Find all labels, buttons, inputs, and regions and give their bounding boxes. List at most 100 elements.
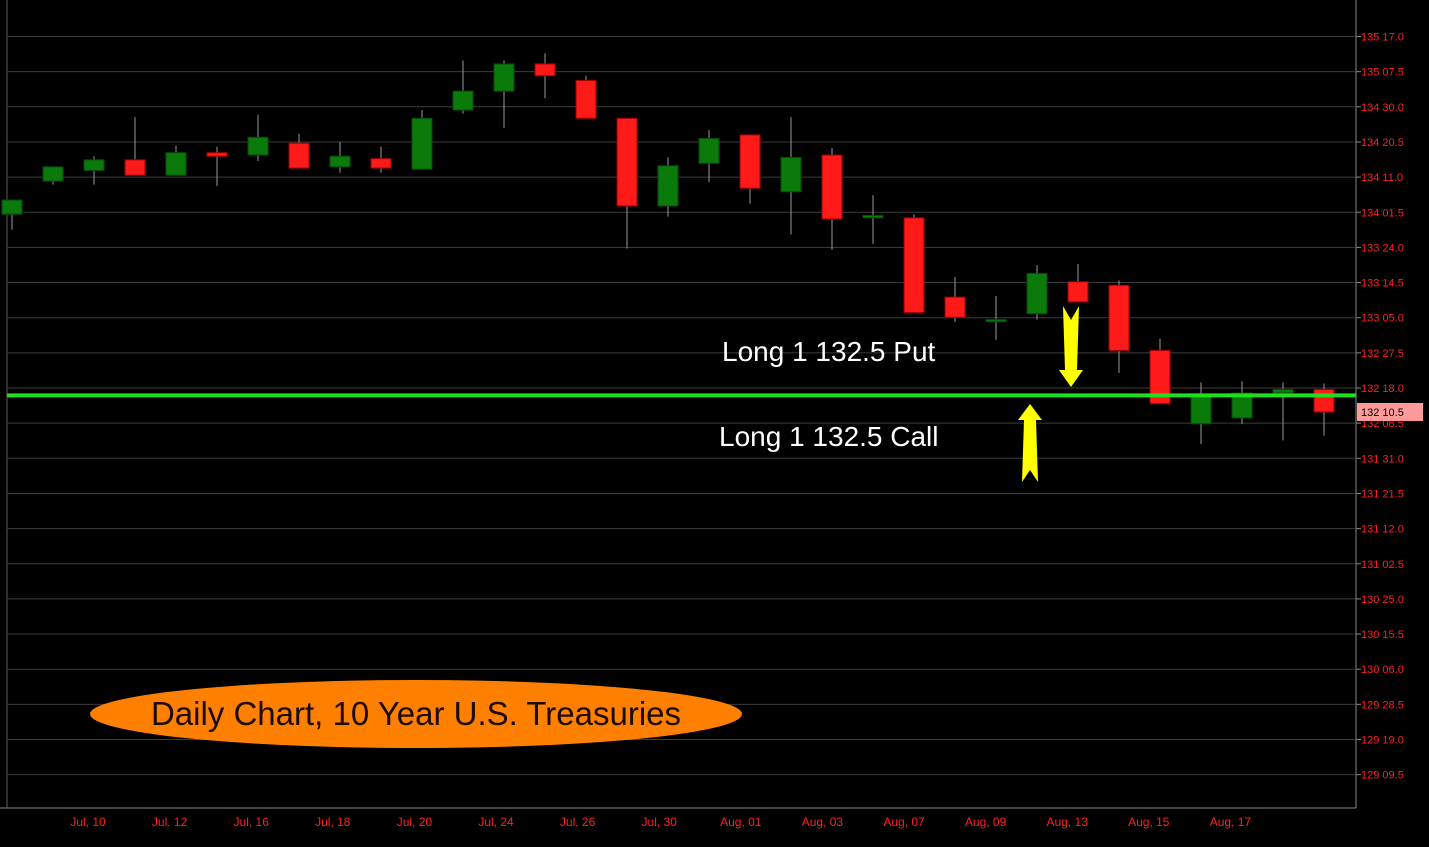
- candle-body: [821, 154, 843, 220]
- candle: [1190, 382, 1212, 444]
- candle: [329, 142, 351, 173]
- grid-lines: [0, 0, 1361, 809]
- x-tick-label: Aug, 03: [802, 815, 844, 829]
- candle: [1, 199, 23, 230]
- candle-body: [575, 79, 597, 119]
- candle-body: [1190, 396, 1212, 425]
- candle: [452, 60, 474, 114]
- candle-body: [657, 165, 679, 207]
- candle: [1272, 382, 1294, 441]
- y-tick-label: 134 30.0: [1361, 102, 1404, 114]
- candle: [739, 134, 761, 204]
- candle: [1149, 338, 1171, 405]
- y-tick-label: 131 12.0: [1361, 524, 1404, 536]
- last-price-label: 132 10.5: [1361, 407, 1404, 419]
- call-arrow-icon: [1018, 404, 1042, 482]
- candle: [903, 214, 925, 314]
- y-tick-label: 135 17.0: [1361, 32, 1404, 44]
- candle-body: [1026, 272, 1048, 315]
- y-tick-label: 134 11.0: [1361, 172, 1403, 184]
- candle: [247, 114, 269, 161]
- x-tick-label: Aug, 13: [1047, 815, 1089, 829]
- candle: [1067, 263, 1089, 303]
- candle-body: [698, 137, 720, 164]
- candle-body: [206, 152, 228, 157]
- candle-body: [124, 159, 146, 176]
- candle: [534, 53, 556, 99]
- put-arrow-icon: [1059, 306, 1083, 387]
- chart-caption-badge: Daily Chart, 10 Year U.S. Treasuries: [90, 680, 742, 748]
- x-tick-label: Jul, 18: [315, 815, 351, 829]
- candle-body: [42, 166, 64, 182]
- candle-body: [903, 217, 925, 314]
- candle: [165, 145, 187, 176]
- y-tick-label: 130 15.5: [1361, 629, 1404, 641]
- candle: [42, 166, 64, 185]
- candle-body: [165, 152, 187, 176]
- candle-body: [944, 296, 966, 318]
- candle-body: [985, 319, 1007, 323]
- x-tick-label: Jul, 12: [152, 815, 188, 829]
- candle: [657, 157, 679, 217]
- candle: [575, 75, 597, 119]
- y-tick-label: 129 09.5: [1361, 770, 1404, 782]
- candles: [1, 53, 1335, 444]
- candle-body: [1149, 349, 1171, 405]
- y-tick-label: 135 07.5: [1361, 67, 1404, 79]
- candle: [780, 117, 802, 235]
- y-tick-label: 131 31.0: [1361, 453, 1404, 465]
- candle: [370, 146, 392, 173]
- candle-body: [1, 199, 23, 215]
- put-label: Long 1 132.5 Put: [722, 336, 936, 367]
- candle-body: [534, 63, 556, 77]
- candle: [1026, 265, 1048, 320]
- y-tick-label: 132 27.5: [1361, 348, 1404, 360]
- x-tick-label: Jul, 10: [70, 815, 106, 829]
- x-tick-label: Jul, 24: [478, 815, 514, 829]
- x-tick-label: Aug, 09: [965, 815, 1007, 829]
- candle-body: [288, 142, 310, 169]
- y-axis-tick-labels: 135 17.0 135 07.5 134 30.0 134 20.5 134 11.0…: [1361, 32, 1404, 782]
- candle-body: [862, 214, 884, 219]
- candle: [616, 117, 638, 249]
- candle-body: [1313, 388, 1335, 413]
- y-tick-label: 132 18.0: [1361, 383, 1404, 395]
- candle-body: [370, 158, 392, 169]
- chart-caption: Daily Chart, 10 Year U.S. Treasuries: [150, 695, 682, 732]
- x-tick-label: Jul, 30: [642, 815, 678, 829]
- candle-body: [1067, 281, 1089, 303]
- y-tick-label: 134 20.5: [1361, 137, 1404, 149]
- last-price-badge: 132 10.5: [1357, 402, 1423, 421]
- candle: [288, 133, 310, 169]
- y-tick-label: 129 19.0: [1361, 735, 1404, 747]
- x-tick-label: Jul, 20: [397, 815, 433, 829]
- candle: [206, 146, 228, 186]
- x-tick-label: Jul, 26: [560, 815, 596, 829]
- candle-body: [411, 117, 433, 170]
- candle-body: [616, 117, 638, 207]
- candle-body: [329, 155, 351, 168]
- candle: [1231, 381, 1253, 424]
- candle: [124, 117, 146, 176]
- x-tick-label: Aug, 17: [1210, 815, 1252, 829]
- y-tick-label: 131 02.5: [1361, 559, 1404, 571]
- candle: [83, 156, 105, 185]
- candle-body: [780, 156, 802, 193]
- candle-body: [739, 134, 761, 189]
- y-tick-label: 131 21.5: [1361, 488, 1404, 500]
- y-tick-label: 130 06.0: [1361, 664, 1404, 676]
- x-tick-label: Aug, 07: [883, 815, 925, 829]
- x-tick-label: Aug, 15: [1128, 815, 1170, 829]
- candle: [493, 60, 515, 128]
- candle: [862, 195, 884, 244]
- candle-body: [452, 90, 474, 111]
- candle-body: [83, 159, 105, 171]
- candle: [821, 147, 843, 250]
- candle: [944, 277, 966, 322]
- candle-body: [493, 63, 515, 92]
- candle-body: [247, 136, 269, 156]
- candle-body: [1108, 284, 1130, 351]
- candle: [985, 295, 1007, 340]
- y-tick-label: 134 01.5: [1361, 207, 1404, 219]
- y-tick-label: 130 25.0: [1361, 594, 1404, 606]
